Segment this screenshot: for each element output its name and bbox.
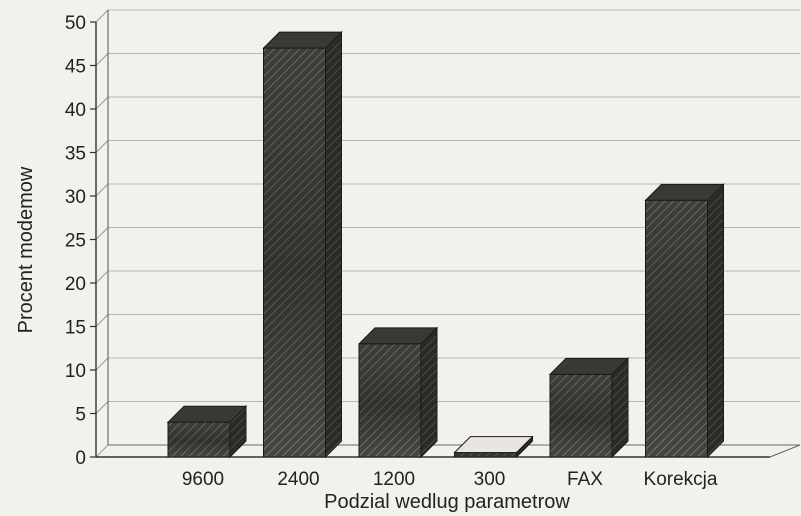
gridline-side (95, 357, 109, 371)
y-tick-label: 35 (65, 144, 86, 165)
gridline-side (95, 227, 109, 240)
bar-shade (263, 48, 326, 457)
bar-shade (550, 374, 612, 457)
y-tick-label: 40 (65, 100, 86, 121)
gridline-side (95, 96, 109, 110)
x-tick-label: 1200 (373, 469, 415, 490)
bar-shade (168, 422, 230, 457)
bar (166, 404, 248, 459)
x-tick-label: FAX (567, 469, 603, 490)
tick-labels: 0 5 10 15 20 25 30 35 40 45 50 9600 2400 1200 300 FAX Ko… (65, 13, 718, 490)
bar-side (325, 30, 342, 459)
bar (644, 183, 725, 459)
gridline-side (95, 314, 109, 327)
x-tick-label: Korekcja (644, 469, 718, 490)
y-tick-label: 0 (75, 448, 86, 469)
bar-shade (359, 343, 421, 457)
bar-side (611, 357, 629, 459)
y-tick-label: 15 (65, 318, 86, 339)
gridline-side (95, 53, 109, 66)
bar-side (707, 183, 724, 459)
y-tick-label: 10 (65, 361, 86, 382)
x-tick-label: 300 (474, 469, 506, 490)
bar (453, 435, 534, 459)
bar (548, 357, 630, 459)
y-tick-label: 5 (75, 405, 86, 426)
x-tick-label: 2400 (277, 469, 319, 490)
gridline-side (95, 401, 109, 414)
x-axis-title: Podzial wedlug parametrow (324, 491, 570, 513)
gridline-side (95, 140, 109, 153)
bar-shade (645, 200, 708, 457)
x-tick-label: 9600 (182, 469, 224, 490)
bars (166, 30, 725, 459)
gridline-side (95, 183, 109, 197)
gridline-side (95, 9, 109, 23)
gridline-side (95, 444, 109, 458)
bar (357, 326, 439, 459)
y-axis-title: Procent modemow (15, 166, 37, 333)
bar (262, 30, 343, 459)
bar-side (420, 326, 438, 459)
floor-right-edge (769, 444, 801, 458)
y-tick-label: 25 (65, 231, 86, 252)
y-tick-label: 30 (65, 187, 86, 208)
gridline-side (95, 270, 109, 284)
y-tick-label: 20 (65, 274, 86, 295)
y-tick-label: 50 (65, 13, 86, 34)
bar-shade (454, 452, 517, 457)
y-tick-label: 45 (65, 57, 86, 78)
